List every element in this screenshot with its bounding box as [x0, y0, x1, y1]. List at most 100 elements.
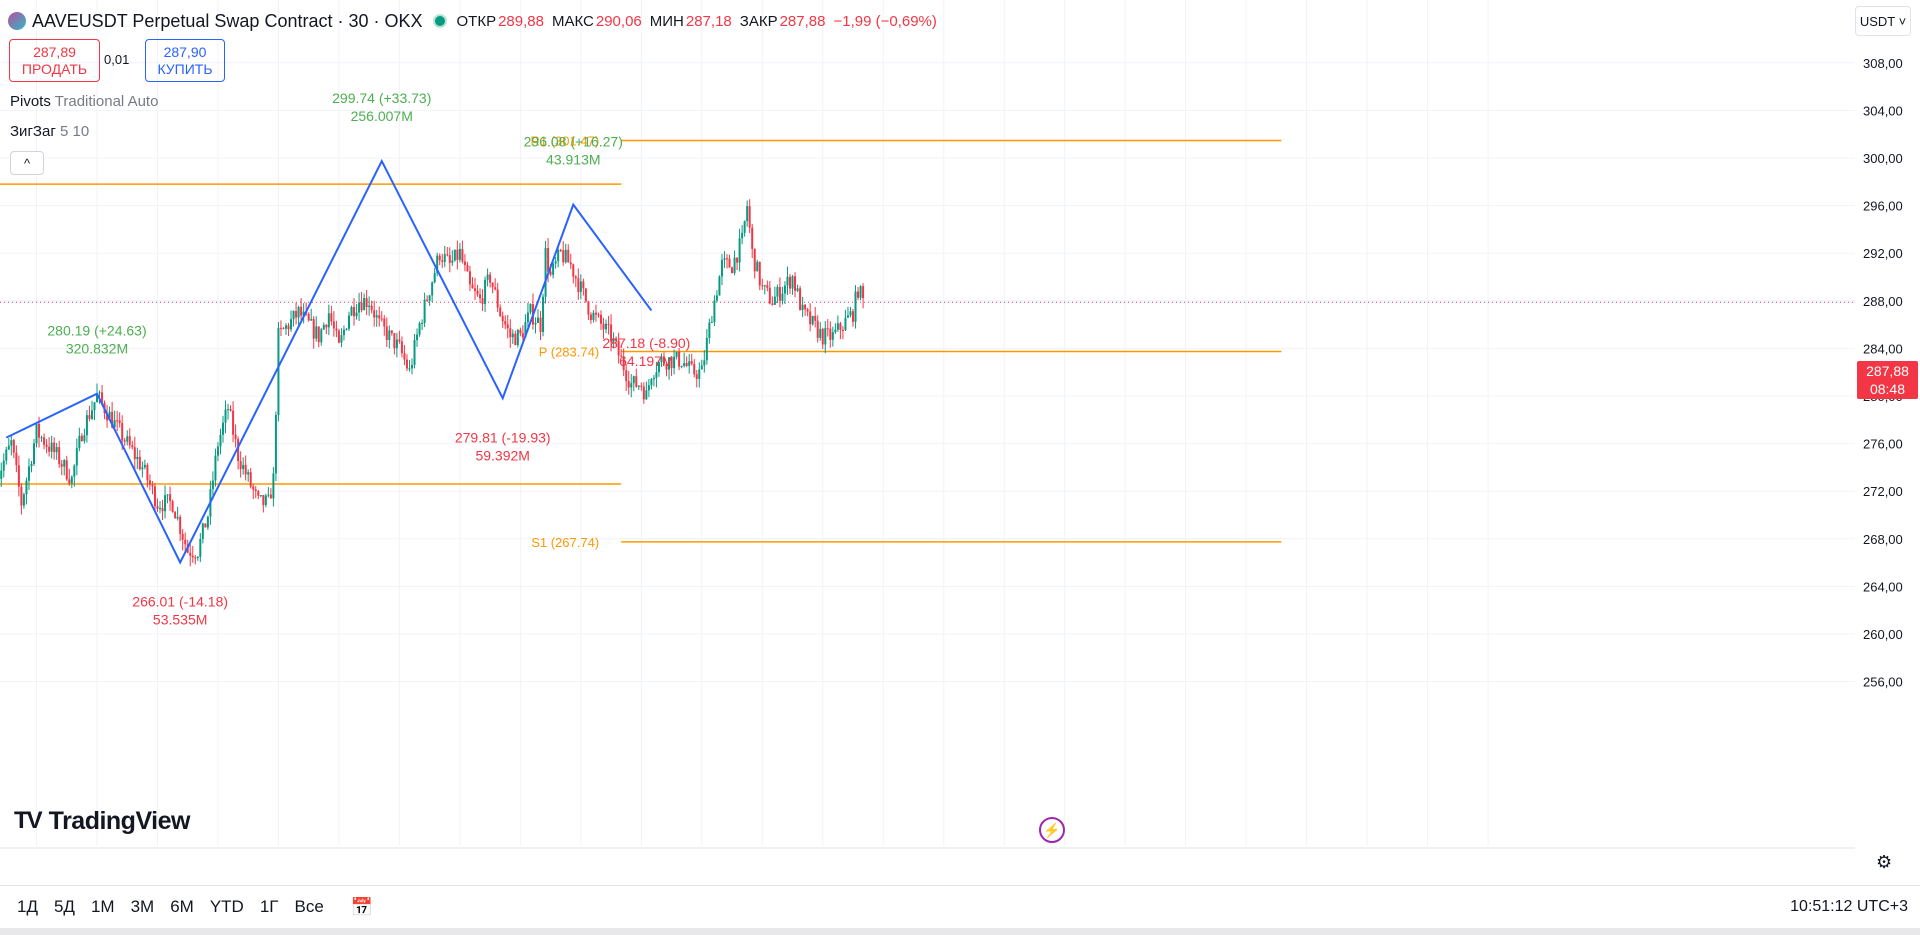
candle-body	[529, 304, 532, 313]
candle-body	[756, 261, 759, 272]
candle-body	[506, 324, 509, 329]
candle-body	[259, 495, 262, 497]
range-1d-button[interactable]: 1Д	[17, 897, 38, 916]
candle	[458, 243, 461, 263]
candle	[763, 284, 766, 295]
candle	[174, 511, 177, 519]
candle	[453, 249, 456, 262]
candle-body	[630, 383, 633, 388]
zigzag-name: ЗигЗаг	[10, 123, 56, 140]
candle	[151, 480, 154, 495]
indicator-pivots[interactable]: Pivots Traditional Auto	[10, 93, 158, 110]
candle	[705, 329, 708, 365]
pivot-level-label: P (283.74)	[539, 344, 599, 359]
candle	[451, 250, 454, 266]
utc-clock[interactable]: 10:51:12 UTC+3	[1790, 898, 1908, 915]
range-6m-button[interactable]: 6М	[170, 897, 194, 916]
candle-body	[373, 310, 376, 318]
candle	[587, 300, 590, 321]
chart-labels: 280.19 (+24.63) 320.832M 266.01 (-14.18) 53…	[47, 90, 690, 627]
candle	[693, 359, 696, 378]
candle-body	[411, 364, 413, 369]
candle	[153, 483, 156, 512]
range-all-button[interactable]: Все	[294, 897, 324, 916]
price-tick-label: 284,00	[1863, 341, 1903, 356]
sell-button[interactable]: 287,89 ПРОДАТЬ	[9, 39, 100, 82]
symbol-header[interactable]: AAVEUSDT Perpetual Swap Contract · 30 · …	[8, 8, 945, 34]
candle	[196, 556, 199, 561]
change-value: −1,99 (−0,69%)	[833, 12, 937, 30]
candle	[630, 373, 633, 398]
candle-body	[164, 495, 167, 512]
candle-body	[723, 258, 726, 260]
candle-body	[252, 486, 255, 490]
candle-body	[579, 281, 582, 293]
candle	[612, 332, 615, 349]
candle	[88, 405, 91, 422]
range-3m-button[interactable]: 3М	[130, 897, 155, 916]
candle	[378, 306, 381, 327]
candle	[496, 282, 499, 312]
candle	[849, 306, 852, 318]
candle-body	[703, 360, 706, 366]
candle	[607, 315, 610, 335]
candle	[655, 361, 658, 388]
candle-body	[290, 319, 293, 330]
candle	[297, 305, 300, 328]
indicator-zigzag[interactable]: ЗигЗаг 5 10	[10, 123, 89, 140]
candle	[22, 492, 25, 509]
candle	[53, 437, 56, 460]
lightning-icon[interactable]: ⚡	[1039, 817, 1065, 843]
candle	[179, 514, 182, 542]
buy-label: КУПИТЬ	[157, 61, 213, 77]
candle-body	[7, 445, 10, 450]
calendar-icon[interactable]: 📅	[350, 896, 374, 917]
candle	[244, 455, 247, 481]
aave-coin-icon	[8, 12, 26, 30]
candle-body	[479, 294, 482, 299]
candle	[824, 321, 827, 354]
buy-button[interactable]: 287,90 КУПИТЬ	[145, 39, 225, 82]
range-1m-button[interactable]: 1М	[90, 897, 115, 916]
gear-icon[interactable]: ⚙	[1876, 852, 1893, 872]
candle-body	[360, 302, 363, 311]
candle	[55, 442, 58, 460]
candle-body	[295, 310, 298, 318]
candle-body	[363, 298, 366, 311]
candle	[73, 464, 76, 487]
candle	[353, 298, 356, 326]
candle-body	[249, 472, 252, 487]
candle-body	[559, 249, 562, 251]
symbol-title[interactable]: AAVEUSDT Perpetual Swap Contract · 30 · …	[32, 10, 423, 31]
candle	[292, 310, 295, 327]
price-chart[interactable]: R1 (301.47) P (283.74) S1 (267.74) 280.19 …	[0, 0, 1855, 850]
candle	[156, 498, 159, 512]
price-axis[interactable]: 256,00260,00264,00268,00272,00276,00280,…	[1855, 0, 1920, 850]
candle	[489, 272, 492, 288]
candle-body	[733, 257, 736, 274]
candle-body	[85, 415, 88, 436]
range-ytd-button[interactable]: YTD	[209, 897, 244, 916]
collapse-indicators-button[interactable]: ^	[10, 151, 44, 175]
tradingview-logo[interactable]: TV TradingView	[14, 806, 190, 836]
candle	[222, 415, 224, 443]
candle-body	[300, 306, 303, 316]
candle-body	[862, 286, 865, 299]
candle	[786, 266, 789, 295]
candle-body	[302, 311, 305, 316]
close-label: ЗАКР	[739, 12, 778, 30]
candle	[516, 328, 519, 348]
currency-selector[interactable]: USDT ˅	[1855, 6, 1911, 36]
candle	[562, 241, 565, 266]
range-5d-button[interactable]: 5Д	[53, 897, 75, 916]
high-label: МАКС	[551, 12, 594, 30]
candle-body	[239, 461, 242, 469]
last-price: 287,88	[1866, 363, 1909, 379]
candle-body	[587, 301, 590, 315]
candle-body	[615, 338, 618, 341]
range-1y-button[interactable]: 1Г	[259, 897, 279, 916]
zigzag-polyline	[5, 158, 653, 565]
candle-body	[388, 330, 391, 340]
candle	[2, 453, 5, 478]
candle-body	[2, 460, 5, 471]
